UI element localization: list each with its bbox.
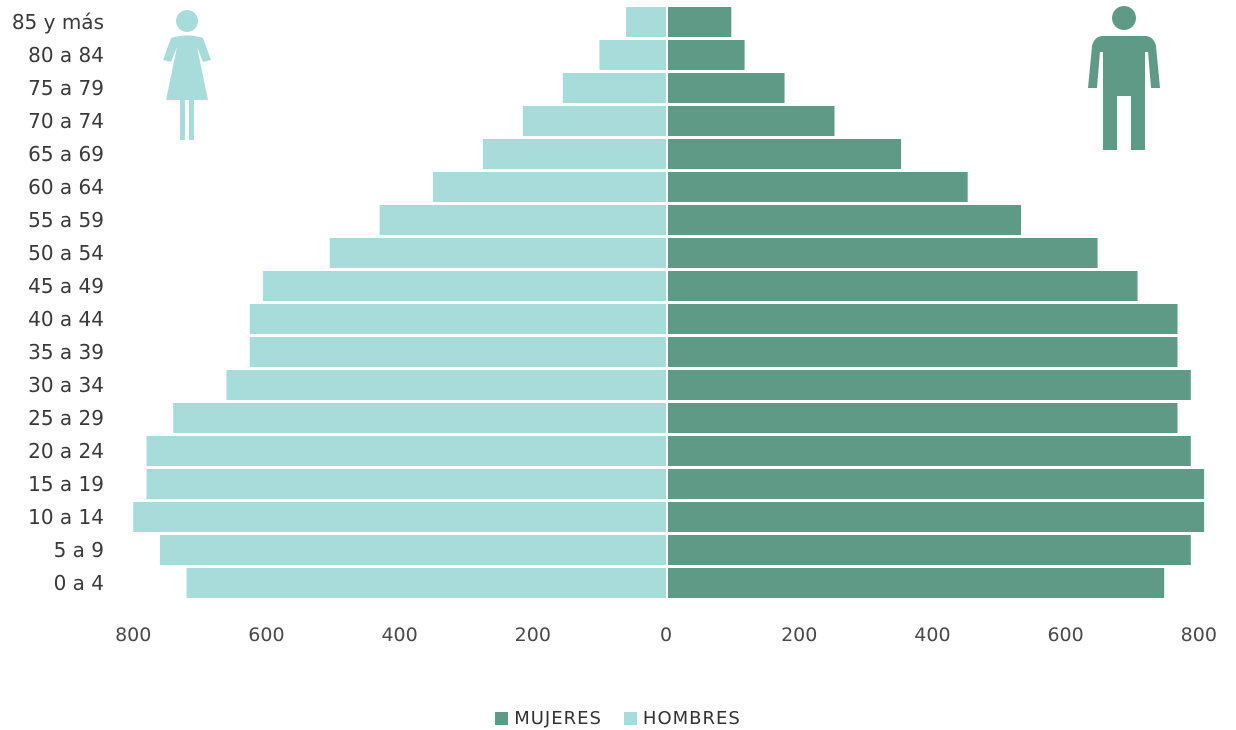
male-icon — [1088, 6, 1160, 150]
bar-mujeres — [668, 271, 1138, 301]
bar-hombres — [250, 304, 666, 334]
bar-hombres — [380, 205, 666, 235]
legend-swatch — [495, 712, 508, 725]
bar-mujeres — [668, 370, 1191, 400]
bar-mujeres — [668, 40, 745, 70]
bar-mujeres — [668, 139, 901, 169]
age-group-label: 45 a 49 — [28, 274, 104, 298]
age-group-label: 50 a 54 — [28, 241, 104, 265]
bar-hombres — [133, 502, 666, 532]
bar-hombres — [160, 535, 666, 565]
age-group-label: 0 a 4 — [54, 571, 104, 595]
bar-hombres — [483, 139, 666, 169]
bar-hombres — [330, 238, 666, 268]
bars-group — [133, 7, 1204, 598]
x-tick-label: 200 — [515, 624, 551, 646]
age-group-label: 10 a 14 — [28, 505, 104, 529]
bar-mujeres — [668, 172, 968, 202]
bar-mujeres — [668, 337, 1177, 367]
population-pyramid-chart: 85 y más 80 a 84 75 a 79 70 a 74 65 a 69 60 a… — [0, 0, 1236, 700]
age-group-label: 40 a 44 — [28, 307, 104, 331]
bar-mujeres — [668, 73, 785, 103]
legend-label: MUJERES — [514, 708, 602, 729]
legend-swatch — [624, 712, 637, 725]
x-tick-label: 600 — [1047, 624, 1083, 646]
bar-hombres — [250, 337, 666, 367]
x-tick-label: 400 — [381, 624, 417, 646]
age-group-label: 30 a 34 — [28, 373, 104, 397]
bar-mujeres — [668, 238, 1098, 268]
age-group-label: 80 a 84 — [28, 43, 104, 67]
bar-hombres — [433, 172, 666, 202]
legend-item-mujeres: MUJERES — [495, 708, 602, 729]
age-group-label: 25 a 29 — [28, 406, 104, 430]
legend-item-hombres: HOMBRES — [624, 708, 741, 729]
age-group-label: 15 a 19 — [28, 472, 104, 496]
legend: MUJERES HOMBRES — [0, 706, 1236, 730]
bar-hombres — [186, 568, 666, 598]
bar-hombres — [226, 370, 666, 400]
age-group-label: 85 y más — [12, 10, 104, 34]
x-tick-label: 0 — [660, 624, 672, 646]
legend-label: HOMBRES — [643, 708, 741, 729]
bar-hombres — [147, 436, 666, 466]
x-tick-label: 800 — [1181, 624, 1217, 646]
x-tick-label: 800 — [115, 624, 151, 646]
bar-mujeres — [668, 502, 1204, 532]
x-tick-labels-group: 800 600 400 200 0 200 400 600 800 — [115, 624, 1217, 646]
bar-mujeres — [668, 403, 1177, 433]
bar-mujeres — [668, 7, 731, 37]
bar-hombres — [563, 73, 666, 103]
x-tick-label: 200 — [781, 624, 817, 646]
bar-hombres — [599, 40, 666, 70]
age-group-label: 20 a 24 — [28, 439, 104, 463]
age-group-label: 75 a 79 — [28, 76, 104, 100]
age-group-label: 35 a 39 — [28, 340, 104, 364]
age-group-label: 65 a 69 — [28, 142, 104, 166]
bar-hombres — [147, 469, 666, 499]
bar-mujeres — [668, 106, 835, 136]
age-group-label: 70 a 74 — [28, 109, 104, 133]
x-tick-label: 600 — [248, 624, 284, 646]
female-icon — [163, 10, 211, 140]
age-group-label: 55 a 59 — [28, 208, 104, 232]
bar-mujeres — [668, 304, 1177, 334]
bar-mujeres — [668, 535, 1191, 565]
bar-mujeres — [668, 568, 1164, 598]
age-group-label: 5 a 9 — [54, 538, 104, 562]
bar-hombres — [173, 403, 666, 433]
bar-mujeres — [668, 205, 1021, 235]
x-tick-label: 400 — [914, 624, 950, 646]
bar-mujeres — [668, 469, 1204, 499]
bar-hombres — [263, 271, 666, 301]
bar-mujeres — [668, 436, 1191, 466]
bar-hombres — [626, 7, 666, 37]
bar-hombres — [523, 106, 666, 136]
age-labels-group: 85 y más 80 a 84 75 a 79 70 a 74 65 a 69 60 a… — [12, 10, 104, 595]
age-group-label: 60 a 64 — [28, 175, 104, 199]
